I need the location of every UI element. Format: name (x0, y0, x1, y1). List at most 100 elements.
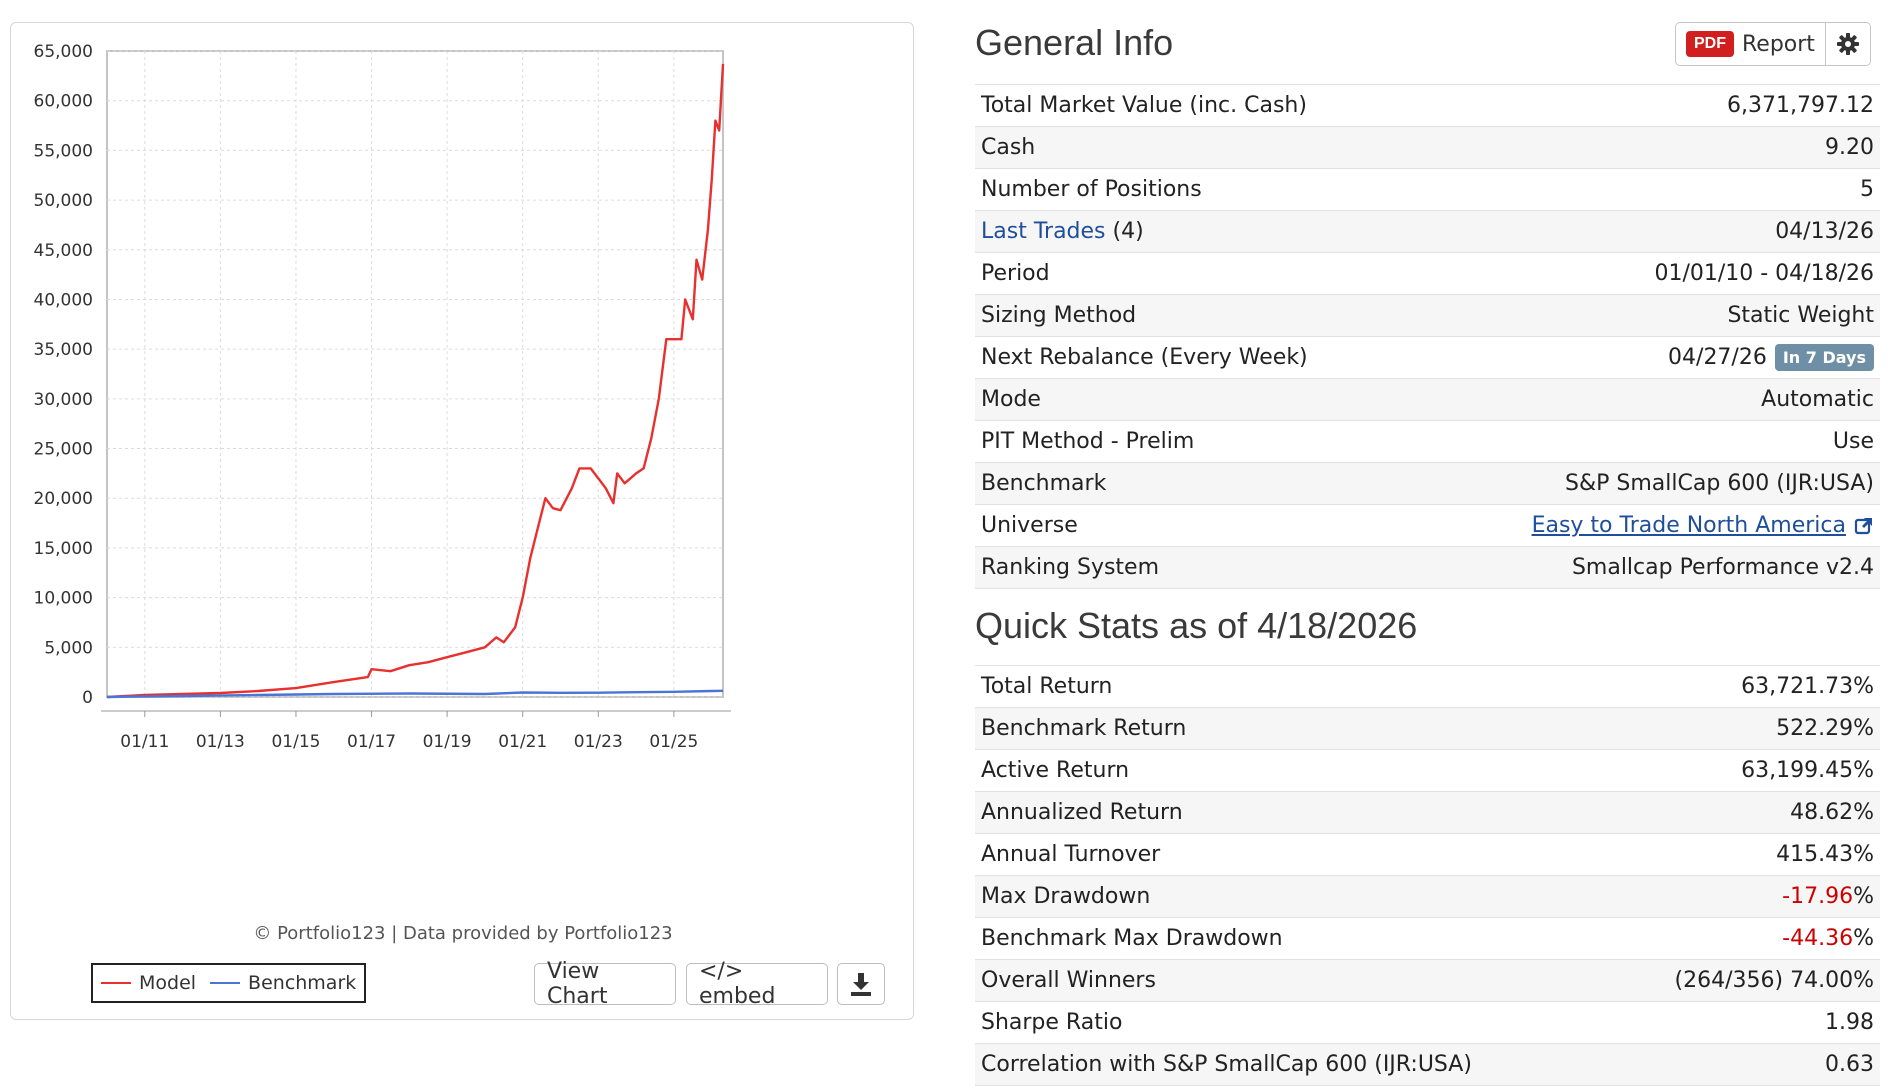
general-info-title: General Info (975, 22, 1174, 63)
x-tick-label: 01/25 (649, 732, 698, 752)
x-tick-label: 01/15 (271, 732, 320, 752)
row-label: Benchmark (981, 471, 1107, 496)
row-label: Benchmark Return (981, 716, 1187, 741)
last-trades-link[interactable]: Last Trades (981, 219, 1106, 244)
row-value: 0.63 (1825, 1052, 1874, 1077)
row-value: 48.62% (1790, 800, 1874, 825)
table-row: Annualized Return 48.62% (975, 792, 1880, 834)
ranking-system-link[interactable]: Smallcap Performance v2.4 (1571, 555, 1874, 580)
row-label: PIT Method - Prelim (981, 429, 1195, 454)
settings-button[interactable] (1826, 23, 1870, 65)
row-label: Period (981, 261, 1050, 286)
table-row: Sharpe Ratio 1.98 (975, 1002, 1880, 1044)
table-row: Active Return 63,199.45% (975, 750, 1880, 792)
x-tick-label: 01/11 (120, 732, 169, 752)
row-value: 63,199.45% (1741, 758, 1874, 783)
row-label: Universe (981, 513, 1078, 538)
row-label: Total Market Value (inc. Cash) (981, 93, 1307, 118)
table-row: Correlation with S&P SmallCap 600 (IJR:U… (975, 1044, 1880, 1086)
row-label: Benchmark Max Drawdown (981, 926, 1283, 951)
quick-stats-title: Quick Stats as of 4/18/2026 (975, 605, 1418, 646)
x-tick-label: 01/21 (498, 732, 547, 752)
row-value: 01/01/10 - 04/18/26 (1654, 261, 1874, 286)
y-tick-label: 65,000 (34, 42, 93, 62)
row-value: (264/356) 74.00% (1674, 968, 1874, 993)
row-value: Use (1832, 429, 1874, 454)
row-value: -17.96% (1782, 884, 1874, 909)
table-row: Overall Winners (264/356) 74.00% (975, 960, 1880, 1002)
x-tick-label: 01/13 (196, 732, 245, 752)
general-info-table: Total Market Value (inc. Cash) 6,371,797… (975, 84, 1880, 589)
row-value: Automatic (1761, 387, 1874, 412)
view-chart-button[interactable]: View Chart (534, 959, 676, 1009)
table-row: Benchmark Return 522.29% (975, 708, 1880, 750)
number-of-positions-link[interactable]: Number of Positions (981, 177, 1202, 202)
download-icon (851, 973, 871, 996)
legend-item-benchmark[interactable]: Benchmark (210, 972, 356, 994)
percent-sign: % (1853, 884, 1874, 909)
table-row: Benchmark Max Drawdown -44.36% (975, 918, 1880, 960)
table-row: Next Rebalance (Every Week) 04/27/26 In … (975, 337, 1880, 379)
y-tick-label: 0 (82, 688, 93, 708)
percent-sign: % (1853, 926, 1874, 951)
quick-stats-table: Total Return 63,721.73% Benchmark Return… (975, 665, 1880, 1086)
legend-swatch-benchmark (210, 982, 241, 984)
table-row: Total Market Value (inc. Cash) 6,371,797… (975, 85, 1880, 127)
chart-legend: Model Benchmark (91, 963, 367, 1003)
pdf-report-button[interactable]: PDF Report (1676, 23, 1826, 65)
row-label: Total Return (981, 674, 1113, 699)
row-value: S&P SmallCap 600 (IJR:USA) (1565, 471, 1874, 496)
table-row: Sizing Method Static Weight (975, 295, 1880, 337)
embed-button[interactable]: </> embed (686, 959, 828, 1009)
row-label: Sizing Method (981, 303, 1137, 328)
y-tick-label: 50,000 (34, 191, 93, 211)
performance-chart: 0 5,000 10,000 15,000 20,000 25,000 30,000 35,0… (34, 42, 731, 752)
row-value: 63,721.73% (1741, 674, 1874, 699)
y-tick-label: 30,000 (34, 390, 93, 410)
table-row: Number of Positions 5 (975, 169, 1880, 211)
row-label: Annualized Return (981, 800, 1183, 825)
table-row: Last Trades (4) 04/13/26 (975, 211, 1880, 253)
row-label: Mode (981, 387, 1041, 412)
table-row: Period 01/01/10 - 04/18/26 (975, 253, 1880, 295)
y-tick-label: 45,000 (34, 241, 93, 261)
table-row: Annual Turnover 415.43% (975, 834, 1880, 876)
gear-icon (1836, 33, 1859, 55)
row-value: Easy to Trade North America (1532, 513, 1874, 538)
y-tick-label: 35,000 (34, 340, 93, 360)
table-row: Max Drawdown -17.96% (975, 876, 1880, 918)
positions-count-link[interactable]: 5 (1860, 177, 1874, 202)
max-drawdown-value: -17.96 (1782, 884, 1854, 909)
external-link-icon[interactable] (1854, 516, 1874, 536)
y-tick-label: 5,000 (44, 638, 93, 658)
last-trade-date-link[interactable]: 04/13/26 (1775, 219, 1874, 244)
table-row: Total Return 63,721.73% (975, 666, 1880, 708)
y-tick-label: 20,000 (34, 489, 93, 509)
row-label: Active Return (981, 758, 1130, 783)
row-label: Sharpe Ratio (981, 1010, 1123, 1035)
chart-panel: 0 5,000 10,000 15,000 20,000 25,000 30,000 35,0… (10, 22, 914, 1020)
row-value: -44.36% (1782, 926, 1874, 951)
pdf-icon: PDF (1686, 31, 1734, 57)
chart-credit: © Portfolio123 | Data provided by Portfo… (253, 923, 673, 944)
row-label: Next Rebalance (Every Week) (981, 345, 1308, 370)
report-toolbar: PDF Report (1675, 22, 1871, 66)
row-label: Correlation with S&P SmallCap 600 (IJR:U… (981, 1052, 1472, 1077)
next-rebalance-date: 04/27/26 (1668, 345, 1767, 370)
y-tick-label: 60,000 (34, 92, 93, 112)
legend-item-model[interactable]: Model (101, 972, 196, 994)
legend-label-model: Model (139, 972, 197, 994)
table-row: Universe Easy to Trade North America (975, 505, 1880, 547)
row-value: 415.43% (1776, 842, 1874, 867)
download-button[interactable] (837, 963, 885, 1005)
table-row: PIT Method - Prelim Use (975, 421, 1880, 463)
series-line-benchmark (106, 689, 724, 699)
row-value: Static Weight (1727, 303, 1874, 328)
legend-label-benchmark: Benchmark (248, 972, 357, 994)
row-label: Max Drawdown (981, 884, 1151, 909)
table-row: Mode Automatic (975, 379, 1880, 421)
y-tick-label: 55,000 (34, 141, 93, 161)
universe-link[interactable]: Easy to Trade North America (1531, 513, 1846, 538)
y-tick-label: 10,000 (34, 589, 93, 609)
